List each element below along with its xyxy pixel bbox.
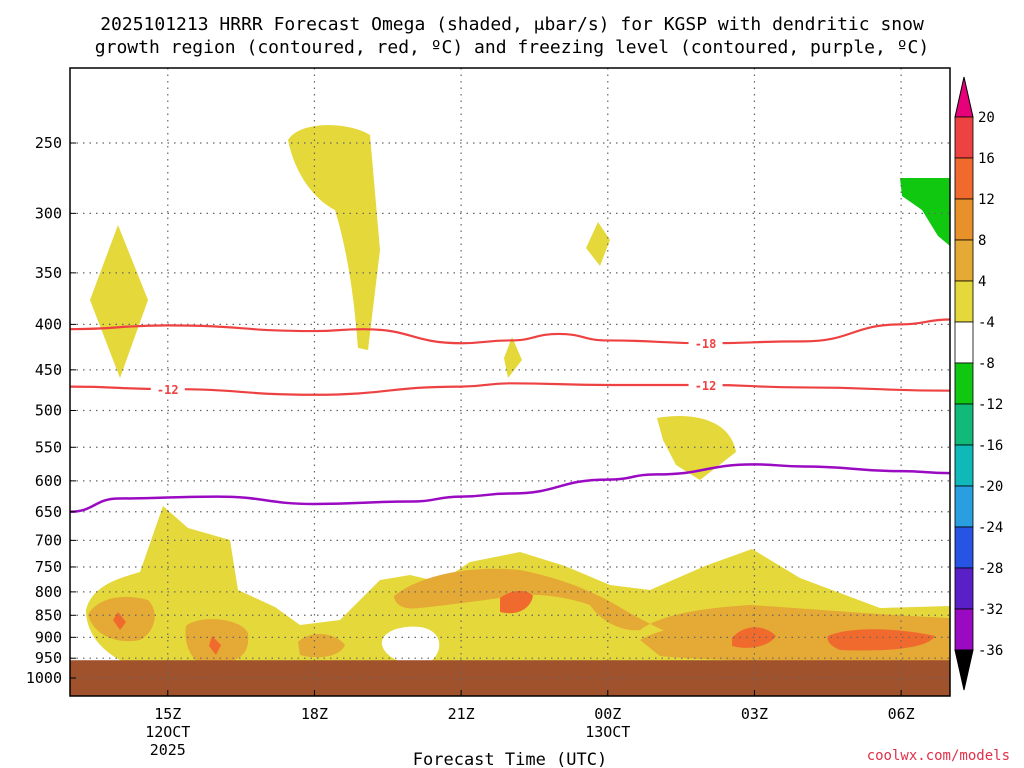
colorbar-segment — [954, 403, 974, 446]
x-tick-label: 15Z — [154, 705, 181, 723]
colorbar-label: -8 — [978, 356, 995, 372]
y-tick-label: 700 — [35, 531, 62, 549]
contour-label: -12 — [695, 379, 717, 393]
omega-region-dark-5 — [827, 629, 935, 651]
y-axis-ticks: 250 300 350 400 450 500 550 600 650 700 750 800 850 9… — [26, 134, 76, 687]
x-tick-label: 06Z — [888, 705, 915, 723]
colorbar-label: -16 — [978, 438, 1003, 454]
colorbar-label: -32 — [978, 602, 1003, 618]
colorbar-segment — [954, 321, 974, 364]
x-tick-label: 18Z — [301, 705, 328, 723]
colorbar-segment — [954, 280, 974, 323]
colorbar-label: 12 — [978, 192, 995, 208]
y-tick-label: 1000 — [26, 669, 62, 687]
colorbar-label: -28 — [978, 561, 1003, 577]
colorbar-label: -36 — [978, 643, 1003, 659]
y-tick-label: 750 — [35, 558, 62, 576]
grid — [70, 68, 950, 696]
omega-region-dark-4 — [732, 627, 776, 648]
contour-label-bg — [150, 381, 185, 398]
chart-title-line2: growth region (contoured, red, ºC) and f… — [95, 37, 929, 58]
colorbar-segment — [954, 444, 974, 487]
omega-region-small-2 — [504, 337, 522, 378]
colorbar-segment — [954, 485, 974, 528]
omega-region-dark-3 — [500, 590, 533, 614]
contour-label-bg — [688, 376, 723, 393]
colorbar-segment — [954, 116, 974, 159]
colorbar-bottom-arrow — [954, 649, 974, 691]
colorbar-segment — [954, 157, 974, 200]
y-tick-label: 350 — [35, 264, 62, 282]
colorbar-label: 20 — [978, 110, 995, 126]
y-tick-label: 450 — [35, 361, 62, 379]
x-date-label: 13OCT — [585, 723, 630, 741]
colorbar-label: 16 — [978, 151, 995, 167]
y-tick-label: 850 — [35, 606, 62, 624]
y-tick-label: 250 — [35, 134, 62, 152]
x-year-label: 2025 — [150, 741, 186, 759]
omega-region-small-1 — [586, 222, 610, 266]
x-tick-label: 03Z — [741, 705, 768, 723]
omega-region-hole — [381, 626, 440, 665]
omega-region-downward — [900, 178, 950, 246]
freezing-level-contour — [70, 463, 950, 514]
colorbar-segment — [954, 526, 974, 569]
omega-region-orange-3 — [298, 634, 345, 658]
omega-region-dark-1 — [113, 612, 126, 630]
colorbar-segment — [954, 567, 974, 610]
colorbar-label: 8 — [978, 233, 986, 249]
colorbar-segment — [954, 239, 974, 282]
y-tick-label: 300 — [35, 204, 62, 222]
plot-border — [69, 67, 951, 697]
x-axis-label: Forecast Time (UTC) — [413, 750, 607, 768]
colorbar-label: -24 — [978, 520, 1003, 536]
omega-region-mid-right — [657, 415, 736, 480]
x-date-label: 12OCT — [145, 723, 190, 741]
omega-shading — [86, 125, 950, 665]
colorbar-segment — [954, 608, 974, 651]
y-tick-label: 950 — [35, 649, 62, 667]
y-tick-label: 550 — [35, 438, 62, 456]
dgz-contour — [70, 382, 950, 396]
colorbar-segment — [954, 198, 974, 241]
omega-region-dark-2 — [209, 636, 221, 655]
contours: -18 -12 -12 — [70, 318, 950, 514]
contour-label-bg — [688, 335, 723, 352]
colorbar-label: -4 — [978, 315, 995, 331]
colorbar-label: -12 — [978, 397, 1003, 413]
y-tick-label: 800 — [35, 583, 62, 601]
x-tick-label: 21Z — [448, 705, 475, 723]
y-tick-label: 500 — [35, 402, 62, 420]
contour-label: -12 — [157, 383, 179, 397]
y-tick-label: 900 — [35, 628, 62, 646]
y-tick-label: 650 — [35, 503, 62, 521]
plot-area: -18 -12 -12 — [69, 67, 951, 697]
surface-fill — [70, 660, 950, 696]
x-tick-label: 00Z — [594, 705, 621, 723]
colorbar-top-arrow — [954, 76, 974, 118]
credit-text: coolwx.com/models — [867, 748, 1010, 764]
dgz-contour — [70, 318, 950, 345]
y-tick-label: 400 — [35, 315, 62, 333]
chart-title-line1: 2025101213 HRRR Forecast Omega (shaded, … — [100, 14, 924, 35]
y-tick-label: 600 — [35, 472, 62, 490]
colorbar-label: -20 — [978, 479, 1003, 495]
omega-region-sliver-1 — [112, 298, 121, 330]
colorbar-label: 4 — [978, 274, 986, 290]
contour-label: -18 — [695, 337, 717, 351]
colorbar-segment — [954, 362, 974, 405]
omega-region-upper-mid — [288, 125, 380, 350]
omega-region-upper-left — [90, 225, 148, 378]
colorbar: 20 16 12 8 4 -4 -8 -12 -16 -20 -24 -28 -32 -36 — [954, 76, 1003, 691]
